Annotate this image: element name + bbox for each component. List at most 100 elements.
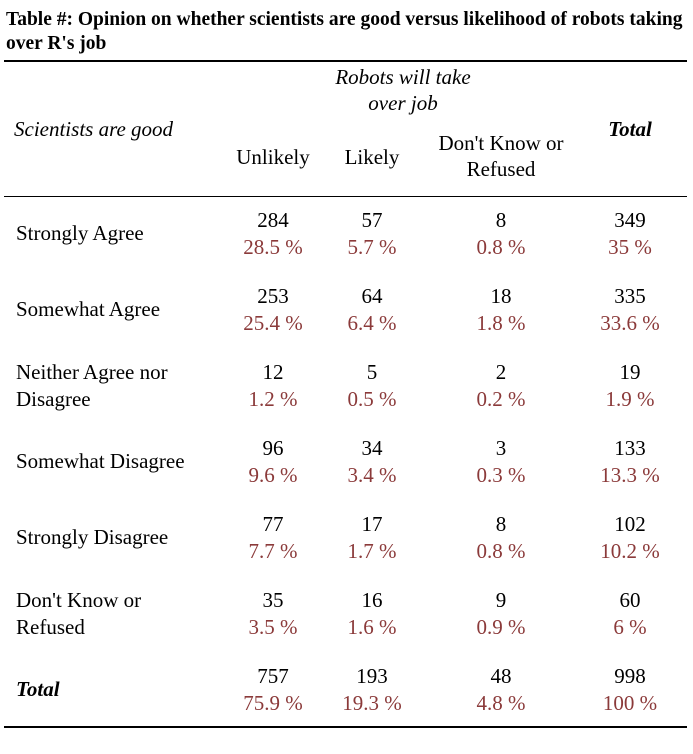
cell-count: 335 xyxy=(614,284,646,308)
table-cell: 35 3.5 % xyxy=(213,587,333,641)
cell-percent: 19.3 % xyxy=(342,691,402,715)
table-cell: 17 1.7 % xyxy=(312,511,432,565)
cell-percent: 5.7 % xyxy=(347,235,397,259)
cell-percent: 33.6 % xyxy=(600,311,660,335)
table-cell: 57 5.7 % xyxy=(312,207,432,261)
row-label-dont-know: Don't Know or Refused xyxy=(16,587,226,641)
table-cell: 5 0.5 % xyxy=(312,359,432,413)
cell-percent: 28.5 % xyxy=(243,235,303,259)
table-cell: 8 0.8 % xyxy=(441,511,561,565)
cell-count: 3 xyxy=(495,436,507,460)
cell-count: 193 xyxy=(356,664,388,688)
table-cell-total: 193 19.3 % xyxy=(312,663,432,717)
cell-count: 102 xyxy=(614,512,646,536)
cell-count: 349 xyxy=(614,208,646,232)
cell-count: 757 xyxy=(257,664,289,688)
cell-percent: 1.6 % xyxy=(347,615,397,639)
table-cell: 60 6 % xyxy=(570,587,690,641)
cell-count: 253 xyxy=(257,284,289,308)
table-cell: 18 1.8 % xyxy=(441,283,561,337)
table-cell-total: 998 100 % xyxy=(570,663,690,717)
cell-count: 35 xyxy=(262,588,284,612)
column-variable-line2: over job xyxy=(368,91,438,115)
row-label-total: Total xyxy=(16,677,60,701)
cell-count: 77 xyxy=(262,512,284,536)
cell-count: 96 xyxy=(262,436,284,460)
cell-percent: 0.9 % xyxy=(476,615,526,639)
cell-count: 284 xyxy=(257,208,289,232)
cell-count: 57 xyxy=(361,208,383,232)
column-variable-label: Robots will take over job xyxy=(308,64,498,116)
table-cell: 19 1.9 % xyxy=(570,359,690,413)
cell-count: 998 xyxy=(614,664,646,688)
table-cell-total: 757 75.9 % xyxy=(213,663,333,717)
cell-count: 34 xyxy=(361,436,383,460)
row-label-somewhat-disagree: Somewhat Disagree xyxy=(16,449,185,473)
column-header-dont-know-line2: Refused xyxy=(466,157,536,181)
cell-count: 5 xyxy=(366,360,378,384)
cell-percent: 7.7 % xyxy=(248,539,298,563)
cell-count: 133 xyxy=(614,436,646,460)
table-cell-total: 48 4.8 % xyxy=(441,663,561,717)
row-label-dont-know-line1: Don't Know or xyxy=(16,588,142,612)
column-header-likely: Likely xyxy=(344,145,400,169)
cell-count: 48 xyxy=(490,664,512,688)
table-cell: 9 0.9 % xyxy=(441,587,561,641)
table-cell: 102 10.2 % xyxy=(570,511,690,565)
cell-percent: 25.4 % xyxy=(243,311,303,335)
cell-percent: 4.8 % xyxy=(476,691,526,715)
cell-percent: 0.3 % xyxy=(476,463,526,487)
cell-percent: 6 % xyxy=(613,615,647,639)
cell-percent: 9.6 % xyxy=(248,463,298,487)
table-cell: 34 3.4 % xyxy=(312,435,432,489)
cell-count: 60 xyxy=(619,588,641,612)
top-rule xyxy=(4,60,687,62)
bottom-rule xyxy=(4,726,687,728)
row-label-somewhat-agree: Somewhat Agree xyxy=(16,297,161,321)
cell-percent: 1.8 % xyxy=(476,311,526,335)
cell-percent: 35 % xyxy=(608,235,652,259)
cell-percent: 0.2 % xyxy=(476,387,526,411)
cell-count: 12 xyxy=(262,360,284,384)
cell-percent: 1.7 % xyxy=(347,539,397,563)
table-cell: 64 6.4 % xyxy=(312,283,432,337)
row-label-neither-line2: Disagree xyxy=(16,387,91,411)
table-cell: 335 33.6 % xyxy=(570,283,690,337)
cell-percent: 0.8 % xyxy=(476,235,526,259)
cell-count: 18 xyxy=(490,284,512,308)
cell-count: 9 xyxy=(495,588,507,612)
cell-percent: 0.5 % xyxy=(347,387,397,411)
table-cell: 253 25.4 % xyxy=(213,283,333,337)
table-cell: 12 1.2 % xyxy=(213,359,333,413)
cell-count: 8 xyxy=(495,208,507,232)
cell-percent: 75.9 % xyxy=(243,691,303,715)
cell-count: 17 xyxy=(361,512,383,536)
table-cell: 133 13.3 % xyxy=(570,435,690,489)
table-caption: Table #: Opinion on whether scientists a… xyxy=(6,9,683,54)
header-rule xyxy=(4,196,687,197)
cell-count: 8 xyxy=(495,512,507,536)
column-header-unlikely: Unlikely xyxy=(236,145,310,169)
column-header-total: Total xyxy=(608,117,652,141)
cell-percent: 1.9 % xyxy=(605,387,655,411)
cell-count: 2 xyxy=(495,360,507,384)
column-variable-line1: Robots will take xyxy=(335,65,471,89)
row-label-dont-know-line2: Refused xyxy=(16,615,85,639)
table-cell: 77 7.7 % xyxy=(213,511,333,565)
cell-percent: 10.2 % xyxy=(600,539,660,563)
cell-percent: 6.4 % xyxy=(347,311,397,335)
cell-percent: 3.5 % xyxy=(248,615,298,639)
cell-percent: 13.3 % xyxy=(600,463,660,487)
table-cell: 8 0.8 % xyxy=(441,207,561,261)
table-cell: 16 1.6 % xyxy=(312,587,432,641)
row-label-strongly-agree: Strongly Agree xyxy=(16,221,144,245)
cell-count: 64 xyxy=(361,284,383,308)
row-variable-label: Scientists are good xyxy=(14,117,174,141)
table-cell: 3 0.3 % xyxy=(441,435,561,489)
cell-count: 19 xyxy=(619,360,641,384)
cell-percent: 0.8 % xyxy=(476,539,526,563)
table-cell: 2 0.2 % xyxy=(441,359,561,413)
row-label-neither: Neither Agree nor Disagree xyxy=(16,359,226,413)
cell-percent: 3.4 % xyxy=(347,463,397,487)
